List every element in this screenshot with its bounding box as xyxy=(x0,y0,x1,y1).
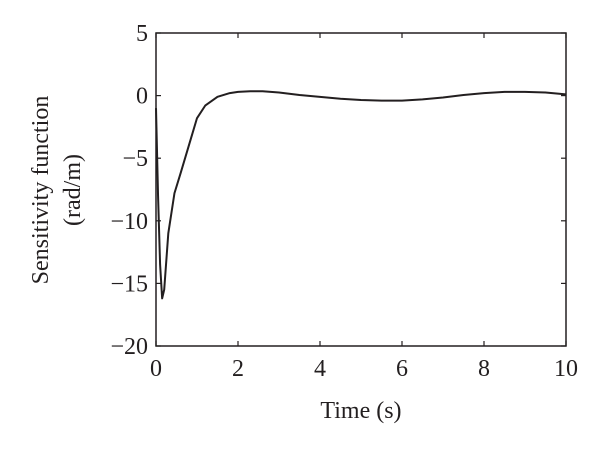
x-tick-label: 6 xyxy=(396,356,408,382)
x-tick-label: 10 xyxy=(554,356,578,382)
y-tick-label: −20 xyxy=(110,334,148,360)
series-layer xyxy=(155,90,567,300)
y-axis-label-line1: Sensitivity function xyxy=(28,96,54,285)
y-tick-label: −15 xyxy=(110,271,148,297)
x-tick-label: 8 xyxy=(478,356,490,382)
x-tick-label: 0 xyxy=(150,356,162,382)
y-axis-ticks: 5 0 −5 −10 −15 −20 xyxy=(110,21,566,360)
y-axis-label-line2: (rad/m) xyxy=(60,154,86,226)
x-tick-label: 4 xyxy=(314,356,326,382)
plot-frame xyxy=(155,32,567,347)
y-tick-label: 0 xyxy=(136,84,148,110)
x-axis-ticks: 0 2 4 6 8 10 xyxy=(150,33,578,382)
y-tick-label: −10 xyxy=(110,209,148,235)
y-tick-label: 5 xyxy=(136,21,148,47)
y-tick-label: −5 xyxy=(122,146,148,172)
x-tick-label: 2 xyxy=(232,356,244,382)
x-axis-label: Time (s) xyxy=(320,398,401,424)
series-line xyxy=(155,90,567,300)
